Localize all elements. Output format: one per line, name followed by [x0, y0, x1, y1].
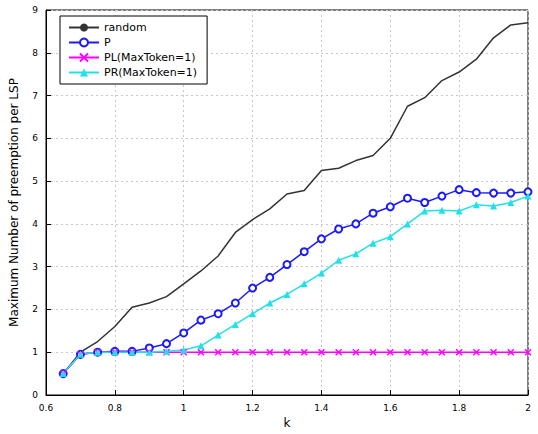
svg-text:1.6: 1.6: [383, 403, 398, 413]
svg-text:P: P: [104, 36, 111, 49]
svg-text:1.4: 1.4: [314, 403, 329, 413]
svg-text:6: 6: [32, 133, 38, 143]
svg-text:1: 1: [32, 347, 38, 357]
svg-text:4: 4: [32, 219, 38, 229]
svg-text:1: 1: [181, 403, 187, 413]
svg-text:9: 9: [32, 5, 38, 15]
svg-text:0: 0: [32, 390, 38, 400]
svg-text:3: 3: [32, 262, 38, 272]
svg-text:Maximum Number of preemption p: Maximum Number of preemption per LSP: [7, 78, 21, 327]
svg-text:7: 7: [32, 91, 38, 101]
svg-text:0.8: 0.8: [108, 403, 123, 413]
svg-text:8: 8: [32, 48, 38, 58]
svg-text:1.8: 1.8: [452, 403, 467, 413]
svg-text:2: 2: [525, 403, 531, 413]
svg-text:PR(MaxToken=1): PR(MaxToken=1): [104, 66, 197, 79]
svg-text:1.2: 1.2: [245, 403, 259, 413]
svg-text:random: random: [104, 21, 147, 34]
svg-text:k: k: [284, 416, 291, 430]
svg-text:0.6: 0.6: [39, 403, 54, 413]
svg-text:2: 2: [32, 304, 38, 314]
svg-text:PL(MaxToken=1): PL(MaxToken=1): [104, 51, 196, 64]
svg-text:5: 5: [32, 176, 38, 186]
